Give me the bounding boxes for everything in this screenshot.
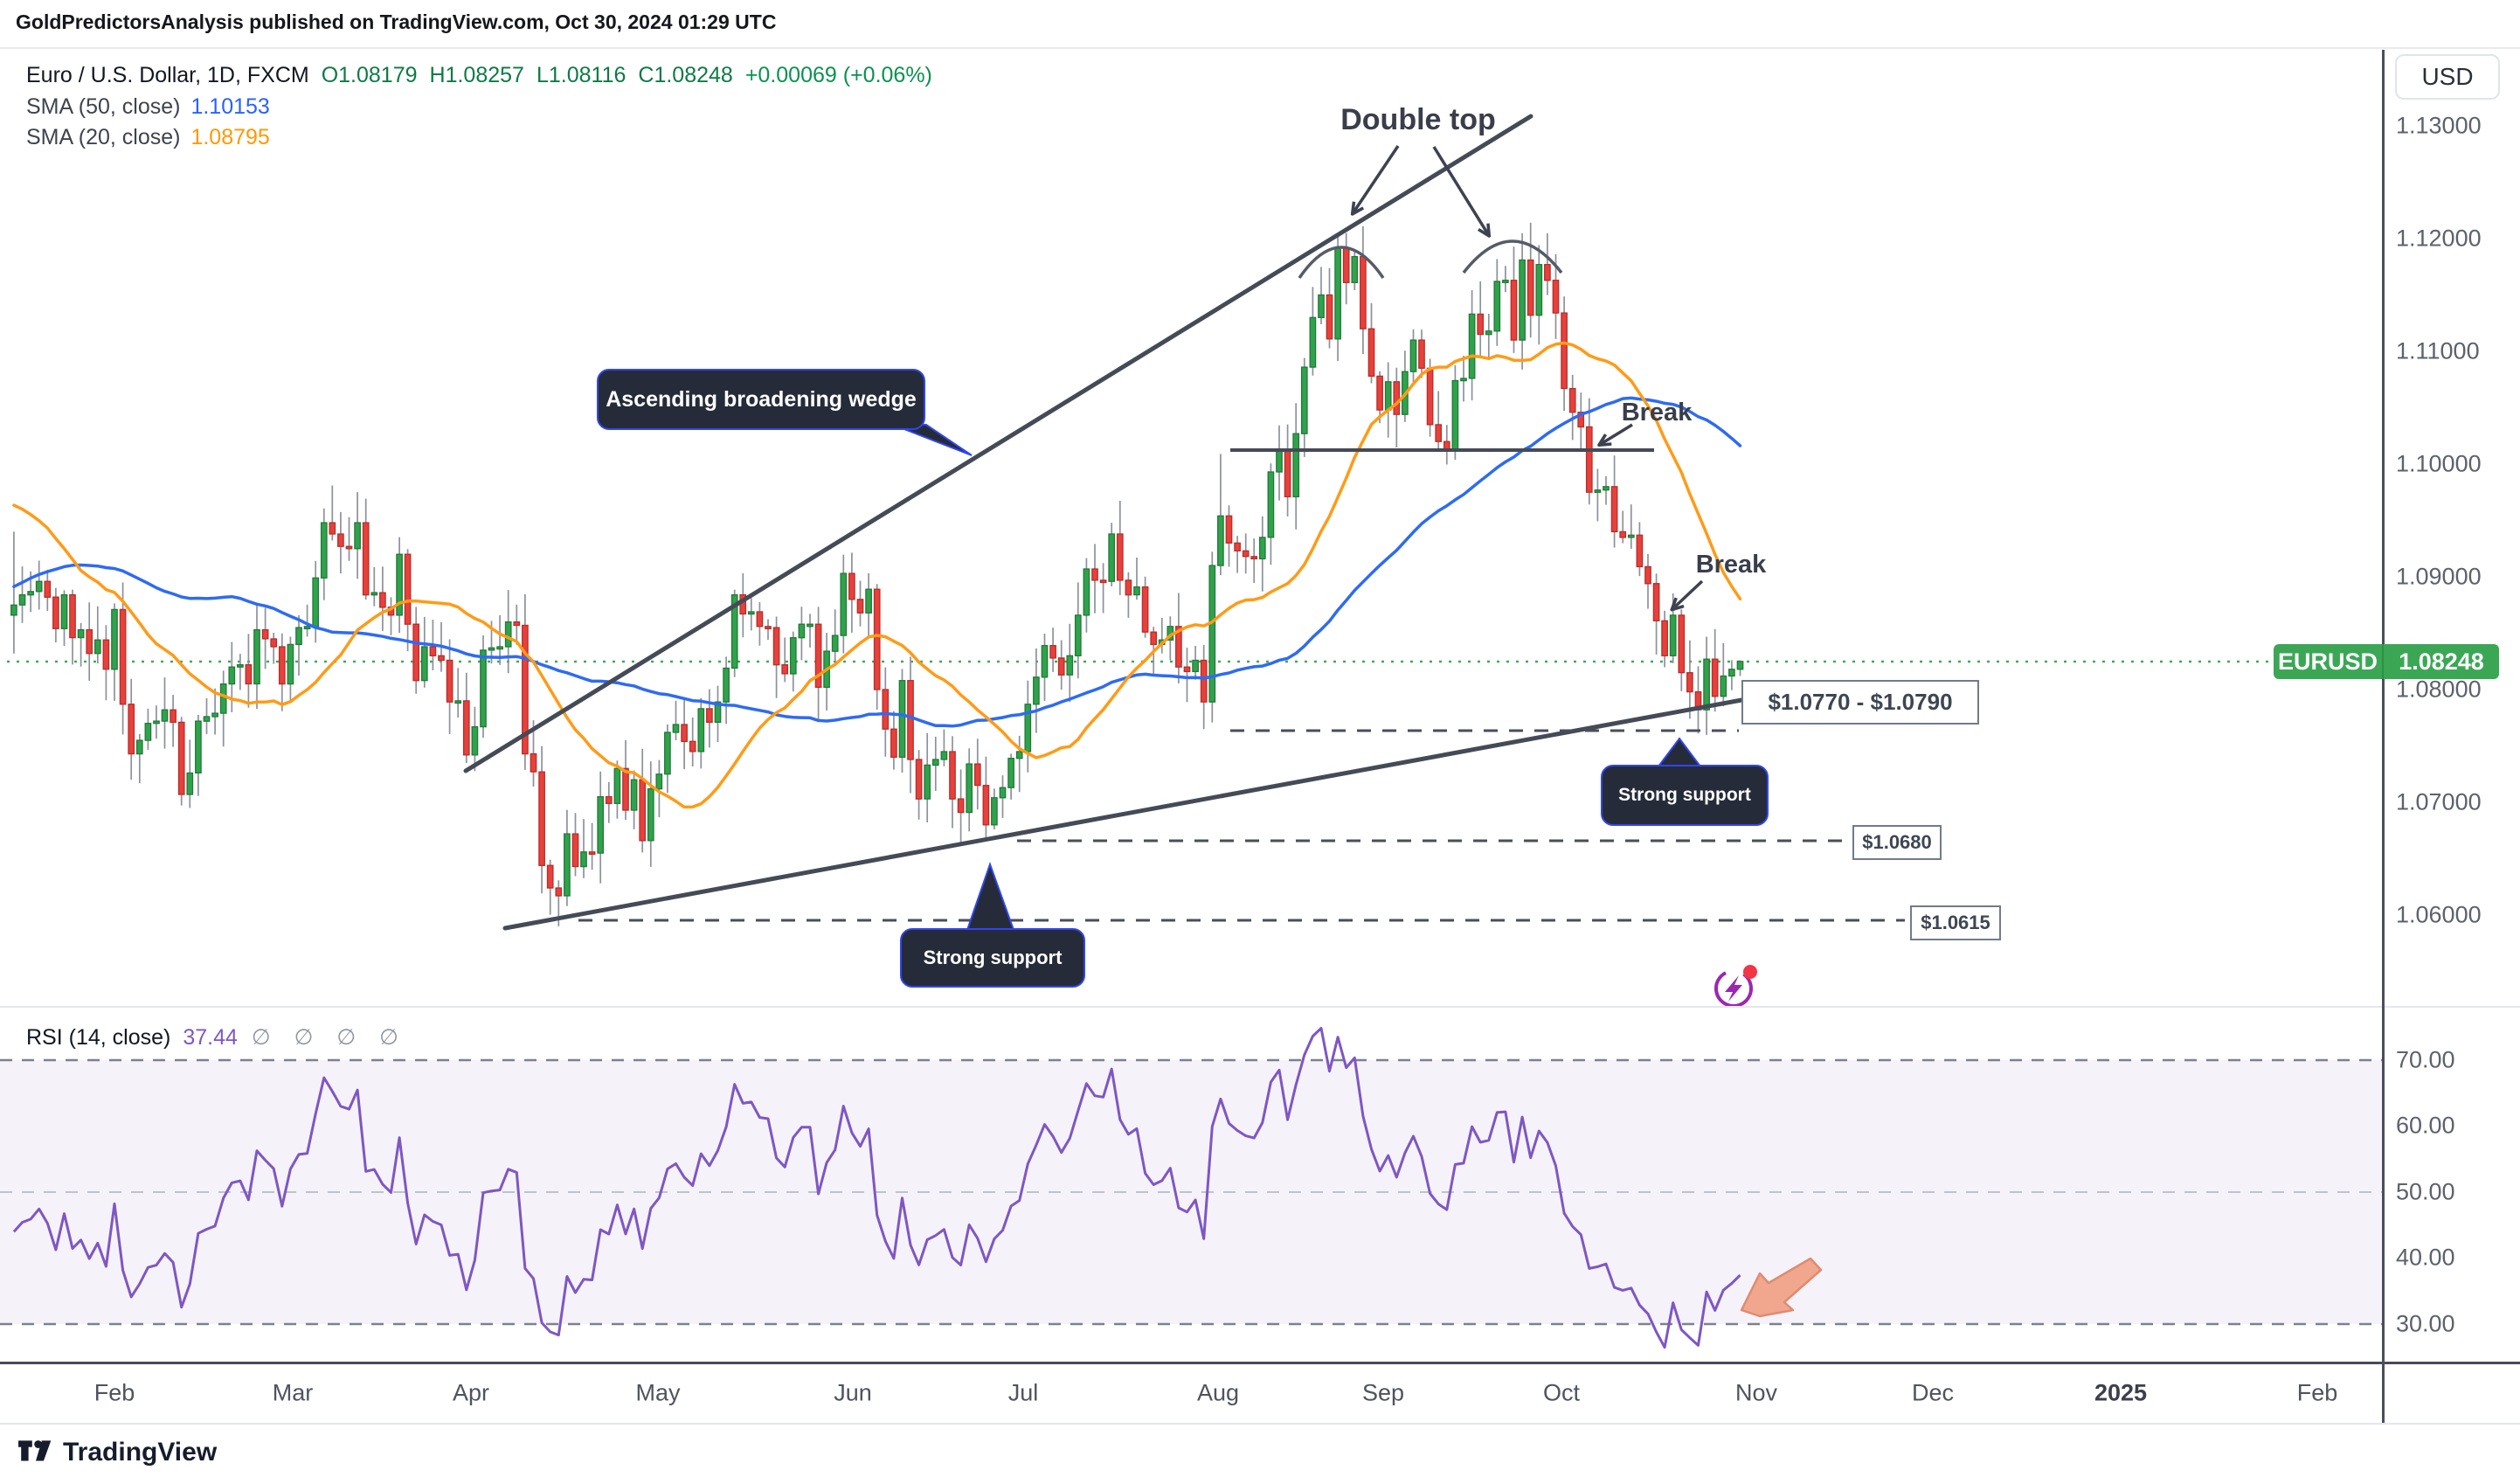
attribution-text: GoldPredictorsAnalysis published on Trad…	[16, 10, 777, 33]
time-tick: Jun	[834, 1379, 872, 1406]
time-tick: May	[635, 1379, 681, 1406]
rsi-tick: 40.00	[2396, 1244, 2455, 1271]
rsi-tick: 50.00	[2396, 1178, 2455, 1205]
time-tick: Dec	[1911, 1379, 1955, 1406]
time-tick: Oct	[1542, 1379, 1581, 1406]
rsi-value: 37.44	[183, 1025, 238, 1050]
open-value: O1.08179	[321, 63, 418, 87]
sma20-legend[interactable]: SMA (20, close) 1.08795	[26, 125, 270, 150]
low-value: L1.08116	[536, 63, 627, 87]
time-tick: Apr	[452, 1379, 490, 1406]
time-tick: Jul	[1007, 1379, 1039, 1406]
rsi-band	[0, 1058, 2382, 1326]
support-range-box: $1.0770 - $1.0790	[1741, 680, 1979, 725]
rsi-empty-values: ∅ ∅ ∅ ∅	[251, 1025, 407, 1050]
price-tick: 1.13000	[2396, 112, 2482, 139]
rsi-tick: 60.00	[2396, 1112, 2455, 1139]
price-tick: 1.08000	[2396, 676, 2482, 703]
currency-toggle-button[interactable]: USD	[2395, 54, 2500, 100]
sma50-line	[12, 396, 1742, 728]
time-axis-bottom-border	[0, 1423, 2520, 1425]
time-tick: 2025	[2094, 1379, 2148, 1406]
time-tick: Mar	[272, 1379, 314, 1406]
strong-support-callout-2: Strong support	[1601, 765, 1769, 826]
price-tick: 1.06000	[2396, 901, 2482, 928]
symbol-title: Euro / U.S. Dollar, 1D, FXCM	[26, 63, 309, 87]
time-tick: Feb	[2296, 1379, 2338, 1406]
sma20-value: 1.08795	[190, 125, 270, 149]
rsi-line	[12, 1027, 1741, 1349]
pane-separator[interactable]	[0, 1006, 2520, 1008]
header-divider	[0, 47, 2520, 49]
sma50-label: SMA (50, close)	[26, 94, 181, 119]
time-tick: Feb	[93, 1379, 135, 1406]
candlestick-series	[10, 222, 1744, 926]
time-tick: Nov	[1734, 1379, 1778, 1406]
change-value: +0.00069 (+0.06%)	[744, 63, 932, 87]
last-price-badge: EURUSD 1.08248	[2274, 644, 2499, 679]
support-level-box-10615: $1.0615	[1910, 905, 2001, 940]
symbol-legend[interactable]: Euro / U.S. Dollar, 1D, FXCM O1.08179 H1.0…	[26, 63, 932, 88]
support-level-box-10680: $1.0680	[1852, 825, 1942, 860]
rsi-tick: 70.00	[2396, 1046, 2455, 1073]
sma50-legend[interactable]: SMA (50, close) 1.10153	[26, 94, 270, 120]
rsi-pane-canvas[interactable]	[0, 1008, 2382, 1362]
price-tick: 1.09000	[2396, 563, 2482, 590]
price-axis-border	[2382, 50, 2385, 1423]
time-tick: Sep	[1361, 1379, 1405, 1406]
break-label-2: Break	[1695, 551, 1767, 579]
sma20-line	[12, 341, 1742, 809]
price-tick: 1.10000	[2396, 450, 2482, 477]
rsi-label: RSI (14, close)	[26, 1025, 171, 1050]
strong-support-callout-1: Strong support	[900, 928, 1085, 988]
time-axis-border	[0, 1362, 2520, 1364]
price-tick: 1.07000	[2396, 788, 2482, 815]
rsi-tick: 30.00	[2396, 1310, 2455, 1337]
price-pane-canvas[interactable]	[0, 50, 2382, 1008]
break-label-1: Break	[1621, 399, 1693, 426]
flash-idea-icon[interactable]	[1709, 964, 1758, 1008]
tradingview-logo-text: TradingView	[63, 1438, 218, 1467]
price-tick: 1.12000	[2396, 225, 2482, 252]
sma20-label: SMA (20, close)	[26, 125, 181, 149]
badge-symbol: EURUSD	[2274, 644, 2384, 679]
tradingview-logo[interactable]: TradingView	[17, 1438, 217, 1467]
badge-price: 1.08248	[2399, 648, 2484, 675]
tradingview-logo-icon	[18, 1440, 52, 1461]
rsi-legend[interactable]: RSI (14, close) 37.44 ∅ ∅ ∅ ∅	[26, 1024, 407, 1051]
chart-drawings	[463, 114, 1905, 931]
time-tick: Aug	[1196, 1379, 1240, 1406]
high-value: H1.08257	[429, 63, 524, 87]
sma50-value: 1.10153	[190, 94, 270, 119]
double-top-label: Double top	[1340, 103, 1496, 136]
wedge-callout: Ascending broadening wedge	[597, 369, 925, 430]
rsi-annotations	[1740, 1257, 1823, 1318]
price-tick: 1.11000	[2396, 337, 2480, 364]
close-value: C1.08248	[638, 63, 733, 87]
